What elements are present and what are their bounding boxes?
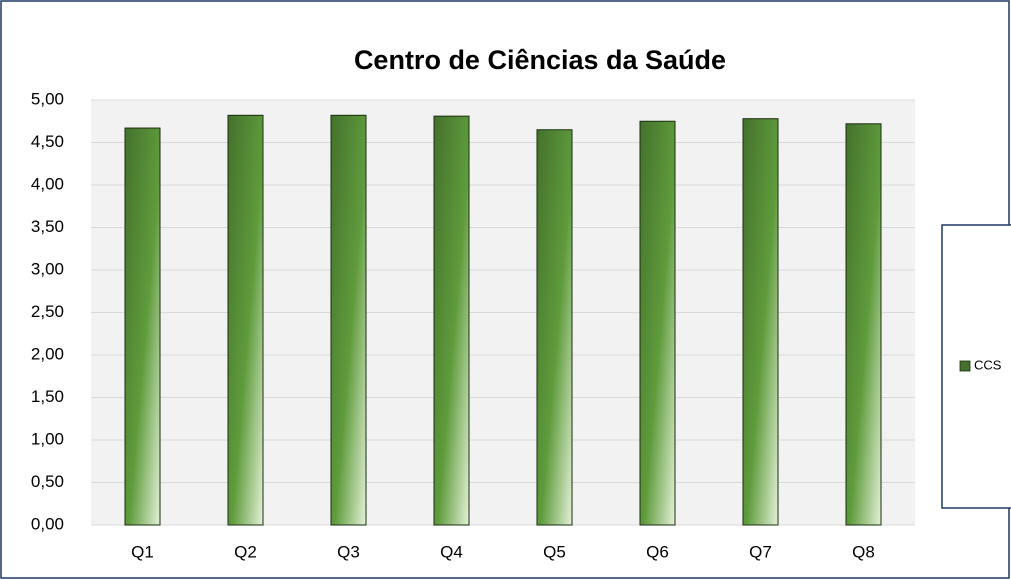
y-tick-label: 3,00 <box>31 259 64 278</box>
legend-label: CCS <box>974 357 1002 372</box>
legend-box <box>941 224 1011 509</box>
bar <box>330 114 367 526</box>
x-tick-label: Q2 <box>234 542 257 561</box>
y-tick-label: 0,50 <box>31 472 64 491</box>
legend-marker <box>959 360 971 372</box>
x-tick-label: Q4 <box>440 542 463 561</box>
bar <box>227 114 264 526</box>
y-tick-label: 2,50 <box>31 302 64 321</box>
bar <box>742 118 779 526</box>
bar <box>124 127 161 526</box>
y-tick-label: 4,00 <box>31 174 64 193</box>
x-tick-label: Q8 <box>852 542 875 561</box>
y-tick-label: 1,50 <box>31 387 64 406</box>
y-tick-label: 0,00 <box>31 514 64 533</box>
y-tick-label: 5,00 <box>31 89 64 108</box>
y-tick-label: 3,50 <box>31 217 64 236</box>
bar <box>433 115 470 526</box>
x-tick-label: Q5 <box>543 542 566 561</box>
y-tick-label: 1,00 <box>31 429 64 448</box>
y-tick-label: 2,00 <box>31 344 64 363</box>
bar <box>639 120 676 526</box>
x-tick-label: Q6 <box>646 542 669 561</box>
chart-title: Centro de Ciências da Saúde <box>354 45 726 75</box>
x-tick-label: Q3 <box>337 542 360 561</box>
y-tick-label: 4,50 <box>31 132 64 151</box>
x-tick-label: Q1 <box>131 542 154 561</box>
bar <box>845 123 882 526</box>
x-tick-label: Q7 <box>749 542 772 561</box>
bar <box>536 129 573 526</box>
